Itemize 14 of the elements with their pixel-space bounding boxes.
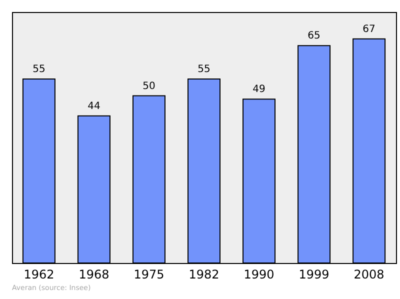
- data-label: 67: [362, 24, 376, 35]
- data-label: 49: [252, 84, 266, 96]
- data-label: 55: [198, 64, 210, 76]
- data-label: 65: [308, 30, 320, 42]
- data-label: 55: [32, 64, 46, 76]
- x-tick-label: 1982: [188, 268, 220, 282]
- data-label: 50: [142, 80, 156, 92]
- x-tick-label: 1975: [134, 268, 164, 282]
- x-tick-label: 1999: [298, 268, 330, 282]
- x-tick-label: 2008: [354, 268, 384, 282]
- x-tick-label: 1962: [24, 268, 54, 282]
- x-tick-label: 1990: [244, 268, 274, 282]
- x-tick-label: 1968: [78, 268, 110, 282]
- data-label: 44: [88, 100, 100, 112]
